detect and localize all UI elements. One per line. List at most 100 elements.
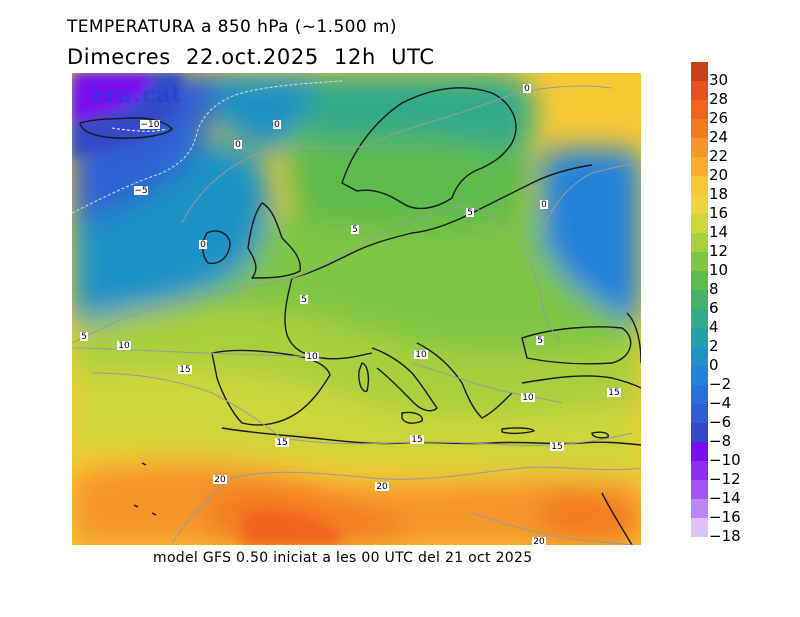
model-footer: model GFS 0.50 iniciat a les 00 UTC del … [153,550,533,566]
coast-sicily [401,411,423,424]
contour-label: 15 [410,435,424,445]
coast-canaries [133,462,157,516]
legend-label: 26 [709,109,729,127]
legend-label: 16 [709,204,729,222]
svg-text:−10: −10 [141,120,160,130]
contour-label: 15 [550,442,564,452]
contour-20-lower [471,512,633,545]
band-28 [242,509,342,545]
svg-text:−5: −5 [134,186,147,196]
svg-text:15: 15 [276,438,287,448]
legend-label: −4 [709,394,732,412]
legend-label: 2 [709,337,719,355]
svg-text:20: 20 [214,475,226,485]
coast-britain [247,202,301,279]
chart-title: TEMPERATURA a 850 hPa (~1.500 m) [67,17,397,37]
legend-label: −2 [709,375,732,393]
legend-swatch [691,195,708,214]
band-14 [72,364,641,473]
contour-label: 10 [414,350,428,360]
legend-label: 14 [709,223,729,241]
band-24b [542,490,641,545]
contour-5 [72,206,563,344]
svg-text:10: 10 [118,341,130,351]
svg-text:10: 10 [306,352,318,362]
legend-swatch [691,347,708,366]
contour-10-east [411,362,563,404]
legend-swatch [691,176,708,195]
legend-swatch [691,157,708,176]
contour-minus10 [111,127,168,132]
legend-label: 22 [709,147,729,165]
legend-label: −8 [709,432,732,450]
coastlines [79,87,641,545]
contour-label: 10 [117,341,131,351]
contour-label: 0 [234,140,242,150]
band-2 [291,73,536,153]
legend-swatch [691,423,708,442]
legend-swatch [691,309,708,328]
legend-swatch [691,119,708,138]
svg-text:0: 0 [200,240,206,250]
contour-label: 5 [466,208,474,218]
contour-label: 0 [273,120,281,130]
svg-text:20: 20 [376,482,388,492]
legend-swatch [691,138,708,157]
color-legend [691,62,708,537]
legend-swatch [691,518,708,537]
contour-label: 5 [536,336,544,346]
contour-label: 5 [351,225,359,235]
coast-black-sea [521,326,632,365]
contour-label: −5 [134,186,148,196]
coast-corsica-sardinia [358,362,370,392]
legend-label: 18 [709,185,729,203]
contour-label: −10 [140,120,160,130]
svg-text:0: 0 [524,84,530,94]
coast-north-europe [291,164,593,279]
legend-swatch [691,385,708,404]
svg-text:0: 0 [274,120,280,130]
legend-swatch [691,290,708,309]
coast-iberia [211,349,331,426]
coast-turkey [521,375,641,389]
legend-label: −18 [709,527,741,545]
svg-text:5: 5 [467,208,473,218]
coast-crete [501,427,535,435]
legend-label: −6 [709,413,732,431]
legend-swatch [691,252,708,271]
legend-label: 20 [709,166,729,184]
legend-label: 24 [709,128,729,146]
contour-label: 0 [540,200,548,210]
contour-label: 20 [375,482,389,492]
contour-20 [171,466,641,544]
coast-cyprus [591,431,609,439]
legend-label: 6 [709,299,719,317]
legend-swatch [691,271,708,290]
temperature-map: 0 0 0 −10 −5 5 0 5 5 0 5 10 10 10 5 15 1… [72,73,641,545]
contour-label: 20 [213,475,227,485]
band-8 [152,210,641,354]
coast-france [284,277,373,360]
svg-text:20: 20 [533,537,545,545]
legend-label: 4 [709,318,719,336]
coast-balkans [416,342,513,419]
legend-label: 28 [709,90,729,108]
coast-iceland [79,117,173,139]
band-0-top [192,73,312,153]
legend-swatch [691,81,708,100]
contour-label: 5 [300,295,308,305]
svg-text:10: 10 [522,393,534,403]
coast-scandinavia [341,87,517,210]
coast-red-sea [601,492,633,545]
svg-text:5: 5 [537,336,543,346]
contour-label: 0 [199,240,207,250]
legend-label: 10 [709,261,729,279]
svg-text:5: 5 [301,295,307,305]
legend-swatch [691,62,708,81]
svg-text:5: 5 [352,225,358,235]
contour-label: 5 [80,332,88,342]
contour-minus5 [72,80,343,214]
svg-text:5: 5 [81,332,87,342]
contour-label: 15 [178,365,192,375]
svg-text:15: 15 [551,442,562,452]
